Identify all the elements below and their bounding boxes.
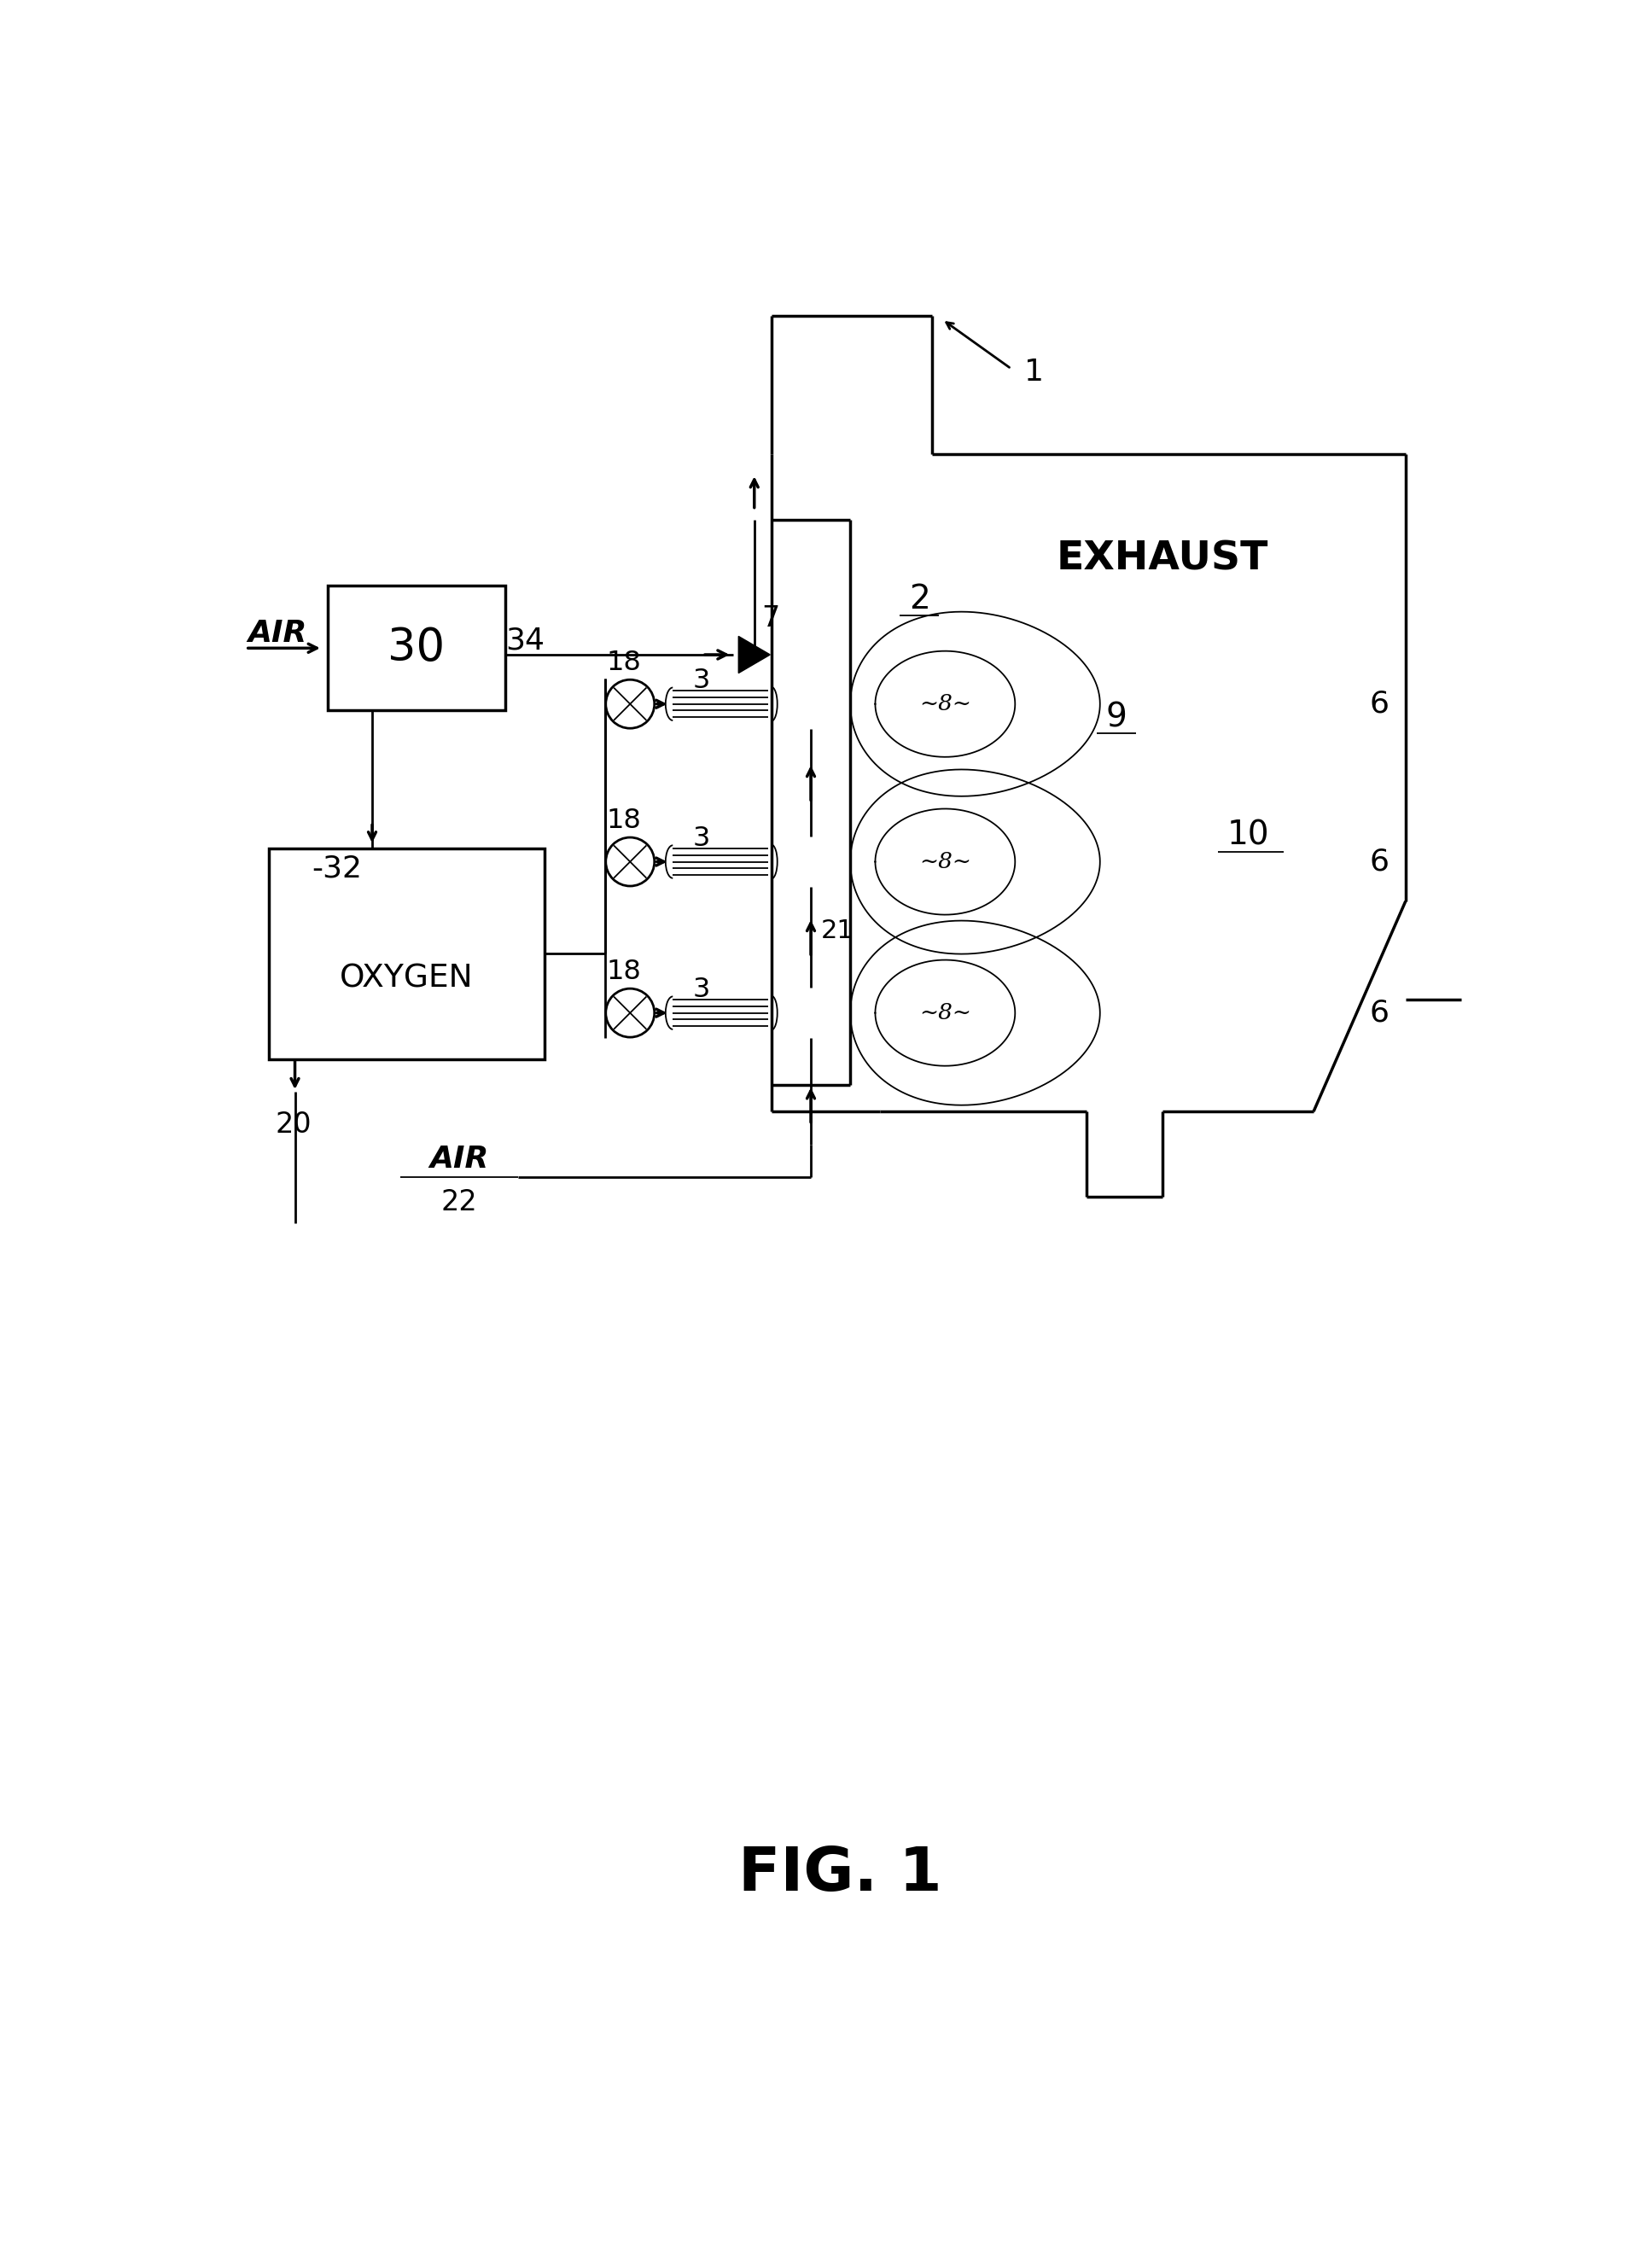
Text: 10: 10 xyxy=(1227,819,1268,853)
Text: 7: 7 xyxy=(762,606,780,633)
Text: 9: 9 xyxy=(1106,701,1127,733)
Text: 21: 21 xyxy=(822,919,854,943)
Text: 3: 3 xyxy=(693,667,710,694)
Text: 6: 6 xyxy=(1370,848,1388,875)
Text: 30: 30 xyxy=(388,626,445,671)
Circle shape xyxy=(606,989,654,1036)
Text: AIR: AIR xyxy=(248,619,307,649)
Text: AIR: AIR xyxy=(429,1145,490,1173)
Text: 2: 2 xyxy=(909,583,930,615)
Text: 34: 34 xyxy=(506,626,544,655)
Text: OXYGEN: OXYGEN xyxy=(340,964,473,993)
Polygon shape xyxy=(739,637,771,674)
Circle shape xyxy=(606,680,654,728)
Text: 18: 18 xyxy=(606,959,641,984)
Text: EXHAUST: EXHAUST xyxy=(1056,540,1268,578)
Text: 18: 18 xyxy=(606,807,641,835)
Text: 3: 3 xyxy=(693,978,710,1002)
Text: 18: 18 xyxy=(606,651,641,676)
Text: 22: 22 xyxy=(440,1188,478,1216)
Bar xyxy=(269,848,545,1059)
Text: 20: 20 xyxy=(276,1111,312,1139)
Text: 6: 6 xyxy=(1370,689,1388,719)
Text: ~8~: ~8~ xyxy=(918,694,971,714)
Text: 3: 3 xyxy=(693,826,710,853)
Text: -32: -32 xyxy=(312,853,363,882)
Circle shape xyxy=(606,837,654,887)
Text: 1: 1 xyxy=(1025,358,1043,386)
Bar xyxy=(329,585,506,710)
Text: 6: 6 xyxy=(1370,998,1388,1027)
Text: ~8~: ~8~ xyxy=(918,850,971,873)
Text: ~8~: ~8~ xyxy=(918,1002,971,1023)
Text: FIG. 1: FIG. 1 xyxy=(739,1844,941,1903)
